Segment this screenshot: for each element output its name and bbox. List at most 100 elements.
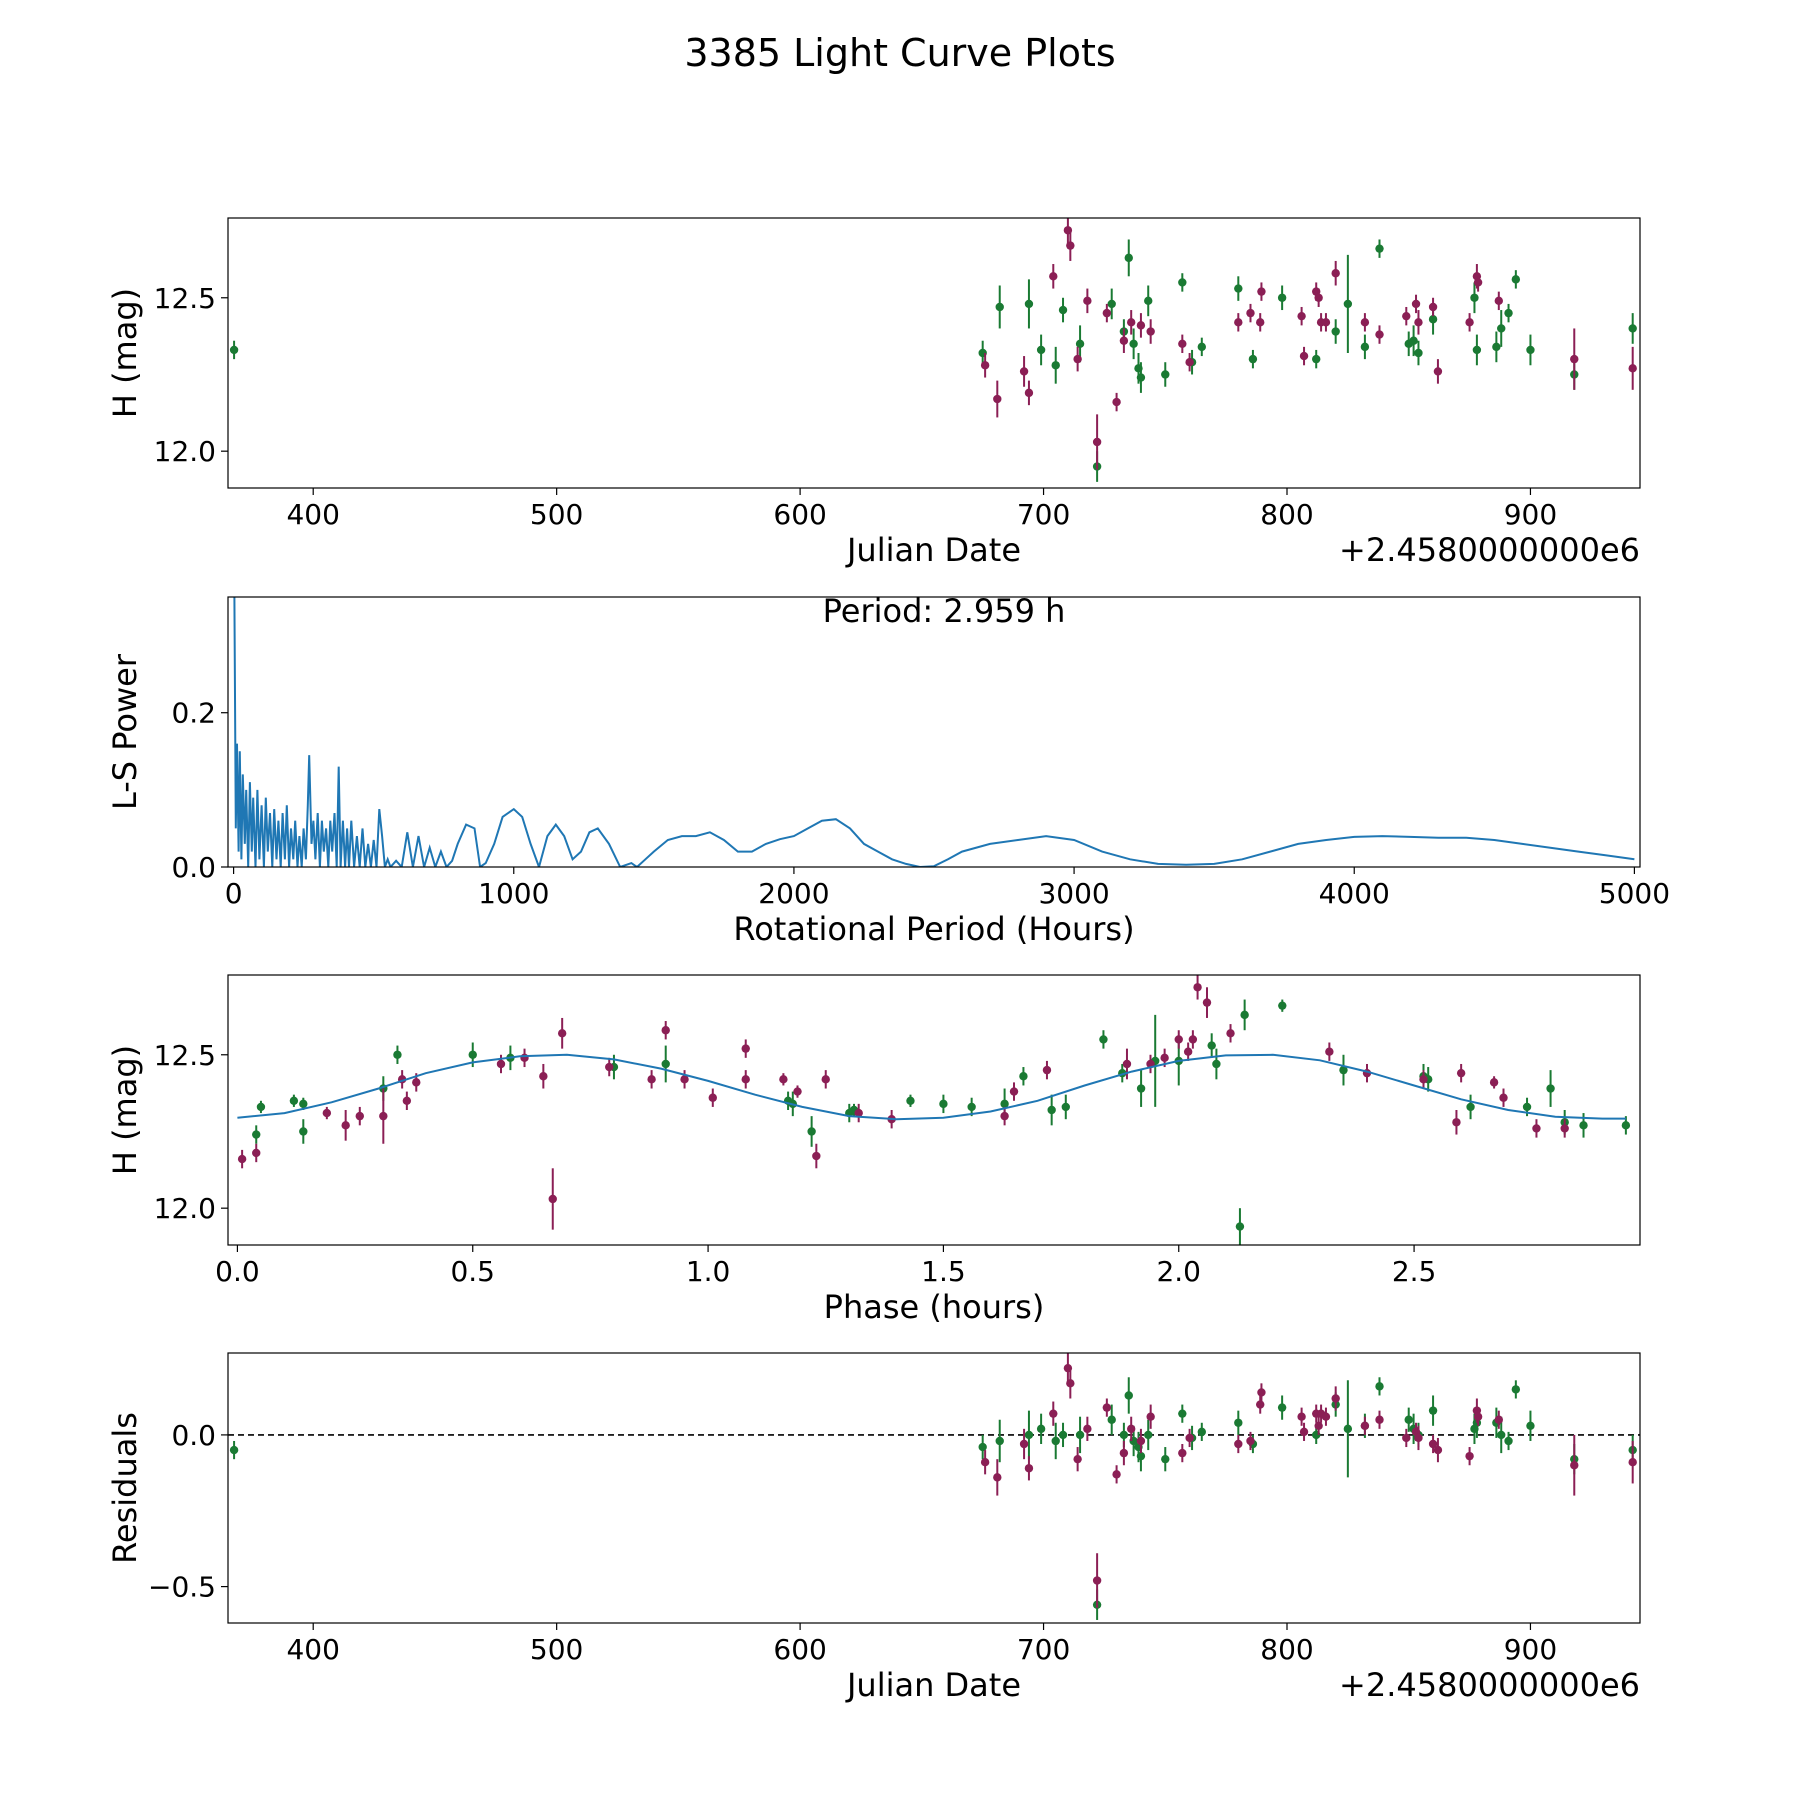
fit-model-curve: [237, 1053, 1626, 1121]
magenta-data-point: [1411, 299, 1421, 309]
green-data-point: [1178, 1409, 1187, 1418]
y-tick-label: 12.0: [154, 435, 216, 468]
x-tick-label: 3000: [1038, 877, 1109, 910]
x-tick-label: 4000: [1319, 877, 1390, 910]
magenta-data-point: [1202, 998, 1212, 1007]
magenta-data-point: [1494, 296, 1504, 306]
green-data-point: [1472, 345, 1482, 355]
magenta-data-point: [1499, 1093, 1508, 1102]
magenta-data-point: [1360, 318, 1370, 327]
x-tick-label: 800: [1260, 1633, 1313, 1666]
magenta-data-point: [661, 1026, 670, 1035]
magenta-data-point: [1185, 358, 1194, 367]
green-data-point: [1107, 299, 1116, 309]
magenta-data-point: [1297, 311, 1306, 321]
green-data-point: [1331, 327, 1340, 336]
magenta-data-point: [412, 1078, 421, 1087]
magenta-data-point: [1375, 1415, 1384, 1424]
magenta-data-point: [1083, 296, 1092, 306]
x-tick-label: 1.5: [921, 1255, 966, 1288]
green-data-point: [1511, 275, 1521, 284]
magenta-data-point: [1402, 1433, 1411, 1443]
green-data-point: [1129, 339, 1138, 348]
green-data-point: [939, 1099, 948, 1109]
green-data-point: [1047, 1105, 1056, 1115]
green-data-point: [1497, 1430, 1506, 1440]
magenta-data-point: [980, 361, 990, 370]
axes-frame: [227, 217, 1641, 489]
magenta-data-point: [1185, 1433, 1194, 1443]
green-data-point: [1161, 1454, 1170, 1464]
green-data-point: [1312, 354, 1321, 364]
green-data-point: [1036, 1424, 1046, 1434]
x-tick-label: 900: [1504, 1633, 1557, 1666]
x-tick-label: 2.5: [1392, 1255, 1437, 1288]
magenta-data-point: [402, 1096, 412, 1105]
magenta-data-point: [1628, 364, 1637, 373]
x-tick-label: 800: [1260, 498, 1313, 531]
green-data-point: [1235, 1222, 1245, 1231]
green-data-point: [1470, 293, 1479, 302]
green-data-point: [1240, 1010, 1249, 1020]
y-axis-label: L-S Power: [106, 653, 144, 810]
green-data-point: [468, 1050, 477, 1059]
x-tick-label: 400: [286, 1633, 339, 1666]
green-data-point: [229, 1445, 239, 1455]
x-tick-label: 500: [530, 498, 583, 531]
magenta-data-point: [1183, 1047, 1193, 1056]
green-data-point: [1234, 1418, 1243, 1427]
x-tick-label: 0.0: [215, 1255, 260, 1288]
magenta-data-point: [1321, 318, 1331, 327]
green-data-point: [289, 1096, 299, 1105]
x-tick-label: 600: [773, 498, 826, 531]
magenta-data-point: [1314, 1421, 1323, 1431]
x-axis-label: Julian Date: [845, 531, 1021, 569]
magenta-data-point: [1465, 1451, 1474, 1461]
magenta-data-point: [1178, 1448, 1187, 1458]
magenta-data-point: [1314, 293, 1323, 302]
x-tick-label: 0.5: [450, 1255, 495, 1288]
green-data-point: [1161, 370, 1170, 379]
magenta-data-point: [1066, 1379, 1075, 1388]
magenta-data-point: [1009, 1087, 1019, 1096]
x-tick-label: 900: [1504, 498, 1557, 531]
magenta-data-point: [252, 1148, 261, 1158]
x-axis-label: Phase (hours): [824, 1288, 1045, 1326]
magenta-data-point: [1473, 1412, 1483, 1421]
magenta-data-point: [341, 1121, 350, 1130]
magenta-data-point: [1257, 287, 1266, 296]
magenta-data-point: [708, 1093, 717, 1102]
green-data-point: [1107, 1415, 1116, 1424]
magenta-data-point: [1256, 318, 1265, 327]
magenta-data-point: [1246, 1436, 1255, 1446]
magenta-data-point: [557, 1029, 567, 1038]
green-data-point: [1628, 324, 1637, 333]
magenta-data-point: [237, 1154, 247, 1164]
green-data-point: [1075, 339, 1085, 348]
magenta-data-point: [1456, 1068, 1466, 1078]
green-data-point: [1375, 1382, 1384, 1391]
y-tick-label: 0.0: [171, 1419, 216, 1452]
magenta-data-point: [1092, 1576, 1102, 1585]
green-data-point: [1061, 1102, 1070, 1112]
magenta-data-point: [1321, 1412, 1331, 1421]
magenta-data-point: [1360, 1421, 1370, 1431]
green-data-point: [229, 345, 239, 355]
y-tick-label: 0.0: [171, 851, 216, 884]
magenta-data-point: [548, 1194, 557, 1204]
y-tick-label: 0.2: [171, 697, 216, 730]
green-data-point: [1409, 336, 1418, 345]
green-data-point: [1136, 1084, 1146, 1093]
green-data-point: [299, 1127, 308, 1136]
green-data-point: [1124, 1391, 1133, 1400]
green-data-point: [393, 1050, 402, 1059]
y-axis-label: H (mag): [106, 288, 144, 418]
green-data-point: [1277, 293, 1287, 302]
green-data-point: [1360, 342, 1370, 352]
green-data-point: [1339, 1065, 1348, 1075]
green-data-point: [299, 1099, 308, 1109]
green-data-point: [1579, 1121, 1588, 1130]
y-tick-label: 12.5: [154, 1039, 216, 1072]
green-data-point: [1414, 348, 1423, 358]
